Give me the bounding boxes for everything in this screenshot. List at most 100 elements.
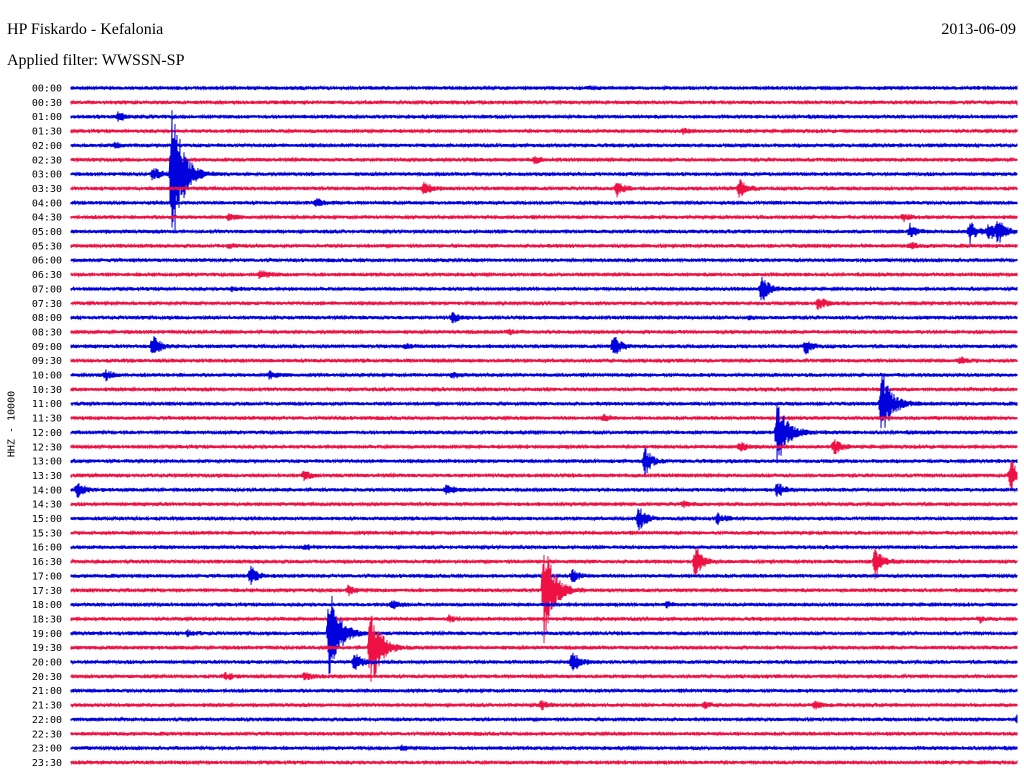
time-tick-label: 16:00 <box>32 543 62 554</box>
seismic-trace-2330 <box>70 759 1018 766</box>
time-tick-label: 04:30 <box>32 213 62 224</box>
seismic-trace-2030 <box>70 672 1018 681</box>
time-tick-label: 00:30 <box>32 98 62 109</box>
seismic-trace-2300 <box>70 744 1018 752</box>
time-tick-label: 23:30 <box>32 758 62 769</box>
station-title: HP Fiskardo - Kefalonia <box>7 21 164 38</box>
time-tick-label: 07:30 <box>32 299 62 310</box>
seismic-trace-0100 <box>70 111 1018 122</box>
seismic-trace-1830 <box>70 614 1018 624</box>
time-tick-label: 14:00 <box>32 485 62 496</box>
time-tick-label: 03:00 <box>32 170 62 181</box>
filter-label: Applied filter: WWSSN-SP <box>7 52 185 69</box>
seismic-trace-1230 <box>70 439 1018 455</box>
time-tick-label: 05:30 <box>32 241 62 252</box>
seismic-trace-1130 <box>70 413 1018 422</box>
seismic-trace-0000 <box>70 84 1018 92</box>
seismic-trace-1400 <box>70 483 1018 499</box>
seismic-trace-0600 <box>70 256 1018 264</box>
time-tick-label: 05:00 <box>32 227 62 238</box>
trace-area <box>70 84 1018 766</box>
seismic-trace-1100 <box>70 375 1018 429</box>
time-tick-label: 20:30 <box>32 672 62 683</box>
time-tick-label: 04:00 <box>32 198 62 209</box>
time-tick-label: 15:00 <box>32 514 62 525</box>
seismic-trace-1430 <box>70 500 1018 509</box>
time-tick-label: 21:00 <box>32 686 62 697</box>
seismic-trace-1800 <box>70 600 1018 610</box>
time-tick-label: 18:00 <box>32 600 62 611</box>
seismic-trace-0700 <box>70 276 1018 301</box>
seismic-trace-0830 <box>70 328 1018 336</box>
time-tick-label: 10:00 <box>32 371 62 382</box>
time-tick-label: 00:00 <box>32 84 62 95</box>
time-tick-label: 02:30 <box>32 155 62 166</box>
time-tick-label: 23:00 <box>32 744 62 755</box>
time-tick-label: 14:30 <box>32 500 62 511</box>
seismic-trace-1330 <box>70 461 1018 492</box>
time-tick-label: 17:00 <box>32 571 62 582</box>
time-tick-label: 19:00 <box>32 629 62 640</box>
seismic-trace-0530 <box>70 242 1018 250</box>
seismic-trace-2130 <box>70 700 1018 711</box>
time-label-column: 00:00 00:30 01:00 01:30 02:00 02:30 03:00 03:30… <box>32 84 62 769</box>
seismic-trace-0630 <box>70 270 1018 280</box>
seismic-trace-1900 <box>70 595 1018 675</box>
seismic-trace-1530 <box>70 529 1018 537</box>
seismic-trace-0430 <box>70 213 1018 223</box>
time-tick-label: 15:30 <box>32 528 62 539</box>
channel-label: HHZ - 10000 <box>6 390 18 458</box>
time-tick-label: 03:30 <box>32 184 62 195</box>
time-tick-label: 21:30 <box>32 701 62 712</box>
seismic-trace-2230 <box>70 730 1018 737</box>
time-tick-label: 19:30 <box>32 643 62 654</box>
time-tick-label: 13:30 <box>32 471 62 482</box>
time-tick-label: 06:30 <box>32 270 62 281</box>
seismic-trace-0930 <box>70 356 1018 364</box>
time-tick-label: 18:30 <box>32 614 62 625</box>
seismic-trace-0330 <box>70 179 1018 198</box>
seismic-trace-0300 <box>70 110 1018 230</box>
seismic-trace-2100 <box>70 687 1018 694</box>
time-tick-label: 01:00 <box>32 112 62 123</box>
seismic-trace-1200 <box>70 403 1018 464</box>
time-tick-label: 06:00 <box>32 256 62 267</box>
seismic-trace-1030 <box>70 386 1018 393</box>
seismic-trace-0730 <box>70 298 1018 310</box>
seismic-trace-2200 <box>70 714 1018 724</box>
seismic-trace-1930 <box>70 615 1018 682</box>
time-tick-label: 12:30 <box>32 442 62 453</box>
time-tick-label: 11:00 <box>32 399 62 410</box>
time-tick-label: 10:30 <box>32 385 62 396</box>
seismic-trace-0800 <box>70 311 1018 324</box>
time-tick-label: 09:00 <box>32 342 62 353</box>
time-tick-label: 13:00 <box>32 457 62 468</box>
seismic-trace-1000 <box>70 369 1018 382</box>
seismic-trace-0900 <box>70 336 1018 355</box>
time-tick-label: 16:30 <box>32 557 62 568</box>
time-tick-label: 12:00 <box>32 428 62 439</box>
seismic-trace-1730 <box>70 554 1018 644</box>
seismic-trace-1500 <box>70 508 1018 531</box>
time-tick-label: 07:00 <box>32 284 62 295</box>
time-tick-label: 09:30 <box>32 356 62 367</box>
time-tick-label: 17:30 <box>32 586 62 597</box>
seismic-trace-2000 <box>70 652 1018 671</box>
time-tick-label: 08:00 <box>32 313 62 324</box>
seismic-trace-0030 <box>70 99 1018 106</box>
seismic-trace-0500 <box>70 221 1018 245</box>
time-tick-label: 22:00 <box>32 715 62 726</box>
time-tick-label: 02:00 <box>32 141 62 152</box>
time-tick-label: 22:30 <box>32 729 62 740</box>
seismic-trace-0200 <box>70 141 1018 149</box>
seismic-trace-0400 <box>70 198 1018 207</box>
seismic-trace-1300 <box>70 448 1018 478</box>
seismic-trace-0230 <box>70 155 1018 165</box>
record-date: 2013-06-09 <box>941 21 1016 38</box>
time-tick-label: 01:30 <box>32 127 62 138</box>
seismic-trace-0130 <box>70 127 1018 135</box>
time-tick-label: 11:30 <box>32 414 62 425</box>
time-tick-label: 08:30 <box>32 327 62 338</box>
time-tick-label: 20:00 <box>32 658 62 669</box>
